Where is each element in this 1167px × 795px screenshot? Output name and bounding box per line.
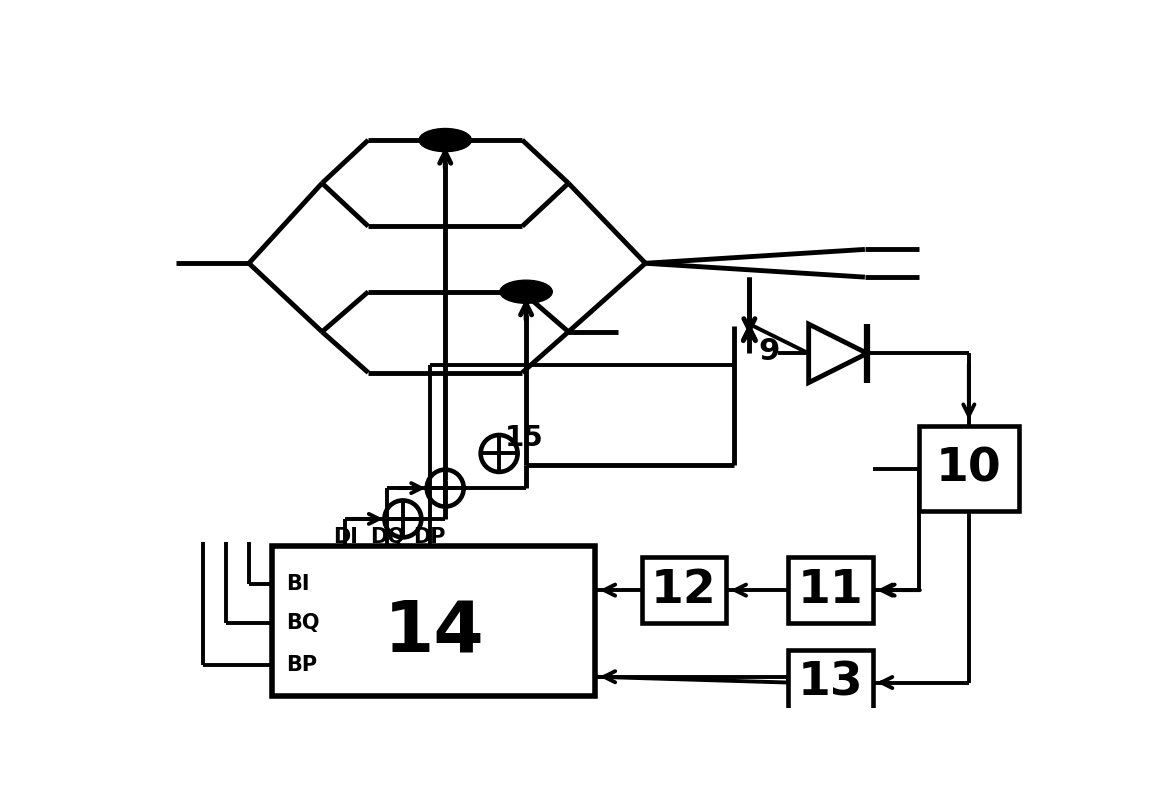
Text: 9: 9 bbox=[759, 336, 780, 366]
Text: 11: 11 bbox=[797, 568, 864, 613]
Bar bbox=[642, 557, 726, 622]
Text: 15: 15 bbox=[505, 424, 544, 452]
Ellipse shape bbox=[419, 129, 471, 152]
Bar bbox=[272, 546, 595, 696]
Text: BI: BI bbox=[286, 574, 309, 595]
Text: BQ: BQ bbox=[286, 613, 320, 633]
Bar bbox=[918, 426, 1019, 511]
Bar bbox=[788, 557, 873, 622]
Bar bbox=[788, 650, 873, 716]
Text: DI: DI bbox=[333, 526, 357, 547]
Text: DQ: DQ bbox=[370, 526, 405, 547]
Text: 14: 14 bbox=[383, 598, 484, 667]
Text: 12: 12 bbox=[651, 568, 717, 613]
Text: 13: 13 bbox=[797, 660, 864, 705]
Text: 10: 10 bbox=[936, 446, 1001, 491]
Text: DP: DP bbox=[413, 526, 446, 547]
Text: BP: BP bbox=[286, 655, 317, 675]
Ellipse shape bbox=[499, 280, 552, 304]
